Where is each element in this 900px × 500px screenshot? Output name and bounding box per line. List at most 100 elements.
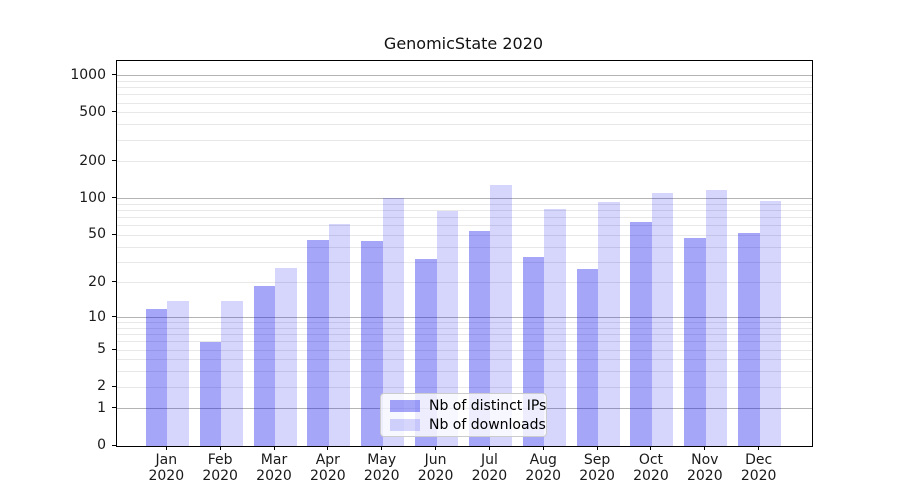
- bar-nb-of-distinct-ips-jul: [468, 231, 491, 446]
- bar-nb-of-downloads-jun: [436, 211, 459, 446]
- bar-nb-of-downloads-sep: [598, 202, 620, 446]
- legend: Nb of distinct IPs Nb of downloads: [380, 393, 547, 437]
- gridline-major-10: [117, 317, 812, 319]
- xtick-aug: [542, 446, 544, 450]
- xtick-label-oct: Oct 2020: [633, 452, 669, 484]
- gridline-minor-800: [117, 87, 812, 89]
- ytick-500: [112, 111, 116, 113]
- ytick-label-2: 2: [97, 378, 106, 395]
- bar-nb-of-distinct-ips-mar: [253, 285, 275, 446]
- gridline-major-1000: [117, 75, 812, 77]
- xtick-dec: [758, 446, 760, 450]
- gridline-minor-80: [117, 210, 812, 212]
- gridline-minor-90: [117, 203, 812, 205]
- xtick-oct: [650, 446, 652, 450]
- gridline-minor-6: [117, 341, 812, 343]
- gridline-minor-3: [117, 371, 812, 373]
- xtick-label-dec: Dec 2020: [740, 452, 777, 484]
- bar-nb-of-downloads-jan: [167, 300, 189, 446]
- gridline-minor-300: [117, 139, 812, 141]
- xtick-sep: [596, 446, 598, 450]
- xtick-jun: [435, 446, 437, 450]
- xtick-label-aug: Aug 2020: [525, 452, 562, 484]
- xtick-mar: [273, 446, 275, 450]
- xtick-label-feb: Feb 2020: [202, 452, 238, 484]
- bar-nb-of-distinct-ips-feb: [199, 341, 222, 446]
- plot-area: Nb of distinct IPs Nb of downloads: [116, 60, 813, 447]
- ytick-1: [112, 407, 116, 409]
- gridline-minor-20: [117, 282, 812, 284]
- gridline-minor-200: [117, 161, 812, 163]
- bar-nb-of-distinct-ips-dec: [738, 233, 760, 446]
- bar-nb-of-downloads-jul: [490, 184, 512, 446]
- xtick-label-sep: Sep 2020: [579, 452, 615, 484]
- bar-nb-of-distinct-ips-nov: [684, 237, 706, 446]
- bar-nb-of-downloads-dec: [759, 200, 782, 446]
- legend-swatch-distinct-ips-icon: [390, 399, 420, 412]
- xtick-label-nov: Nov 2020: [686, 452, 723, 484]
- ytick-label-5: 5: [97, 341, 106, 357]
- xtick-label-mar: Mar 2020: [256, 452, 292, 484]
- ytick-label-20: 20: [88, 273, 106, 290]
- ytick-20: [112, 281, 116, 283]
- bar-nb-of-downloads-feb: [221, 300, 243, 446]
- bar-nb-of-distinct-ips-may: [361, 240, 383, 446]
- legend-label-distinct-ips: Nb of distinct IPs: [429, 397, 547, 414]
- ytick-5: [112, 348, 116, 350]
- legend-item-distinct-ips: Nb of distinct IPs: [390, 398, 546, 414]
- gridline-minor-600: [117, 102, 812, 104]
- gridline-minor-900: [117, 81, 812, 82]
- ytick-0: [112, 444, 116, 446]
- ytick-1000: [112, 74, 116, 76]
- gridline-minor-7: [117, 334, 812, 336]
- gridline-minor-500: [117, 112, 812, 114]
- ytick-label-10: 10: [88, 308, 106, 325]
- xtick-label-apr: Apr 2020: [310, 452, 346, 484]
- ytick-100: [112, 197, 116, 199]
- bar-nb-of-downloads-mar: [275, 267, 297, 446]
- gridline-minor-2: [117, 386, 812, 388]
- gridline-minor-8: [117, 327, 812, 329]
- xtick-jul: [488, 446, 490, 450]
- xtick-label-jan: Jan 2020: [148, 452, 185, 484]
- ytick-label-50: 50: [88, 226, 106, 243]
- ytick-50: [112, 233, 116, 235]
- ytick-label-200: 200: [79, 152, 106, 169]
- ytick-2: [112, 385, 116, 387]
- ytick-label-100: 100: [79, 189, 106, 206]
- bar-nb-of-downloads-nov: [705, 190, 728, 446]
- ytick-200: [112, 160, 116, 162]
- bar-nb-of-distinct-ips-sep: [576, 269, 599, 446]
- ytick-label-1: 1: [97, 399, 106, 416]
- gridline-minor-70: [117, 217, 812, 219]
- chart-title: GenomicState 2020: [383, 34, 544, 53]
- gridline-minor-4: [117, 359, 812, 361]
- xtick-apr: [327, 446, 329, 450]
- gridline-minor-700: [117, 94, 812, 96]
- bar-nb-of-distinct-ips-oct: [630, 221, 652, 446]
- xtick-nov: [704, 446, 706, 450]
- bar-nb-of-downloads-may: [382, 198, 405, 446]
- legend-item-downloads: Nb of downloads: [390, 417, 546, 433]
- xtick-label-jun: Jun 2020: [417, 452, 454, 484]
- xtick-label-may: May 2020: [363, 452, 400, 484]
- gridline-minor-5: [117, 349, 812, 351]
- gridline-major-100: [117, 198, 812, 200]
- ytick-label-1000: 1000: [70, 66, 106, 83]
- bar-nb-of-downloads-aug: [544, 209, 566, 446]
- bar-nb-of-distinct-ips-apr: [307, 239, 329, 446]
- bar-nb-of-downloads-oct: [651, 192, 674, 446]
- legend-swatch-downloads-icon: [390, 418, 420, 431]
- xtick-jan: [165, 446, 167, 450]
- gridline-minor-9: [117, 322, 812, 324]
- gridline-minor-30: [117, 261, 812, 263]
- gridline-minor-50: [117, 234, 812, 236]
- xtick-feb: [219, 446, 221, 450]
- gridline-minor-400: [117, 124, 812, 126]
- xtick-may: [381, 446, 383, 450]
- xtick-label-jul: Jul 2020: [471, 452, 508, 484]
- ytick-10: [112, 316, 116, 318]
- gridline-minor-60: [117, 225, 812, 227]
- gridline-minor-40: [117, 246, 812, 248]
